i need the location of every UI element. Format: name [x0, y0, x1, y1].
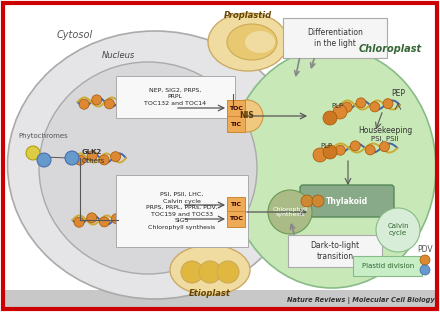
Text: PLP: PLP [320, 143, 332, 149]
Ellipse shape [39, 62, 257, 274]
Text: PSI, PSII: PSI, PSII [371, 136, 399, 142]
Text: Nucleus: Nucleus [101, 51, 135, 60]
Text: Chloroplast: Chloroplast [359, 44, 422, 54]
Text: NIS: NIS [240, 111, 254, 120]
FancyBboxPatch shape [300, 185, 394, 217]
Circle shape [379, 142, 389, 152]
Circle shape [420, 255, 430, 265]
Circle shape [268, 190, 312, 234]
Circle shape [323, 145, 337, 159]
Circle shape [87, 213, 97, 223]
Circle shape [111, 214, 121, 224]
Text: TOC: TOC [229, 217, 243, 222]
Circle shape [301, 195, 313, 207]
Ellipse shape [228, 48, 436, 288]
Text: PSI, PSII, LHC,
Calvin cycle
PRPS, PRPL, PPRs, PDV,
TOC159 and TOC33
SIG5
Chloro: PSI, PSII, LHC, Calvin cycle PRPS, PRPL,… [146, 192, 218, 230]
Circle shape [350, 141, 360, 151]
Circle shape [92, 95, 102, 105]
Circle shape [110, 152, 121, 162]
Circle shape [231, 100, 263, 132]
Text: TIC: TIC [231, 121, 242, 126]
FancyBboxPatch shape [227, 116, 245, 132]
Circle shape [376, 208, 420, 252]
Text: Plastid division: Plastid division [362, 263, 414, 269]
Circle shape [65, 151, 79, 165]
Circle shape [117, 96, 127, 106]
Text: Calvin
cycle: Calvin cycle [387, 223, 409, 236]
Circle shape [37, 153, 51, 167]
Bar [3, 290, 437, 309]
Ellipse shape [170, 245, 250, 295]
Circle shape [335, 145, 345, 155]
FancyBboxPatch shape [116, 76, 235, 118]
Text: Thylakoid: Thylakoid [326, 197, 368, 206]
Text: NEP, SIG2, PRPS,
PRPL
TOC132 and TOC14: NEP, SIG2, PRPS, PRPL TOC132 and TOC14 [144, 88, 206, 106]
Circle shape [333, 105, 347, 119]
Circle shape [99, 155, 109, 165]
FancyBboxPatch shape [227, 100, 245, 116]
Text: PDV: PDV [417, 245, 433, 254]
Circle shape [383, 99, 393, 109]
Circle shape [75, 155, 85, 165]
Ellipse shape [227, 24, 277, 60]
Text: TOC: TOC [229, 105, 243, 110]
Circle shape [87, 151, 97, 161]
Circle shape [313, 148, 327, 162]
Ellipse shape [208, 13, 288, 71]
FancyBboxPatch shape [227, 197, 245, 213]
Circle shape [199, 261, 221, 283]
FancyBboxPatch shape [283, 18, 387, 58]
Circle shape [99, 217, 110, 227]
Ellipse shape [7, 31, 303, 299]
Circle shape [420, 265, 430, 275]
Circle shape [312, 195, 324, 207]
Text: Housekeeping: Housekeeping [358, 126, 412, 135]
Ellipse shape [245, 31, 275, 53]
Text: Phytochromes: Phytochromes [18, 133, 68, 139]
Text: PLP: PLP [331, 103, 343, 109]
Text: Differentiation
in the light: Differentiation in the light [307, 28, 363, 48]
Circle shape [181, 261, 203, 283]
Circle shape [104, 99, 114, 109]
Circle shape [323, 111, 337, 125]
Circle shape [365, 145, 375, 155]
Text: Nature Reviews | Molecular Cell Biology: Nature Reviews | Molecular Cell Biology [287, 296, 435, 304]
Circle shape [356, 98, 366, 108]
Circle shape [79, 99, 89, 109]
Text: Proplastid: Proplastid [224, 11, 272, 20]
FancyBboxPatch shape [353, 256, 422, 276]
Circle shape [217, 261, 239, 283]
Circle shape [370, 102, 380, 112]
Text: Dark-to-light
transition: Dark-to-light transition [311, 241, 359, 261]
Text: GLK2: GLK2 [82, 149, 102, 155]
Circle shape [342, 102, 352, 112]
FancyBboxPatch shape [288, 235, 382, 267]
Text: TIC: TIC [231, 202, 242, 207]
Circle shape [74, 217, 84, 227]
FancyBboxPatch shape [227, 211, 245, 227]
Text: Etioplast: Etioplast [189, 289, 231, 298]
Circle shape [26, 146, 40, 160]
Text: Chlorophyll
synthesis: Chlorophyll synthesis [272, 207, 308, 217]
FancyBboxPatch shape [116, 175, 248, 247]
Text: Others: Others [82, 158, 105, 164]
Text: PEP: PEP [391, 89, 405, 98]
Text: Cytosol: Cytosol [57, 30, 93, 40]
